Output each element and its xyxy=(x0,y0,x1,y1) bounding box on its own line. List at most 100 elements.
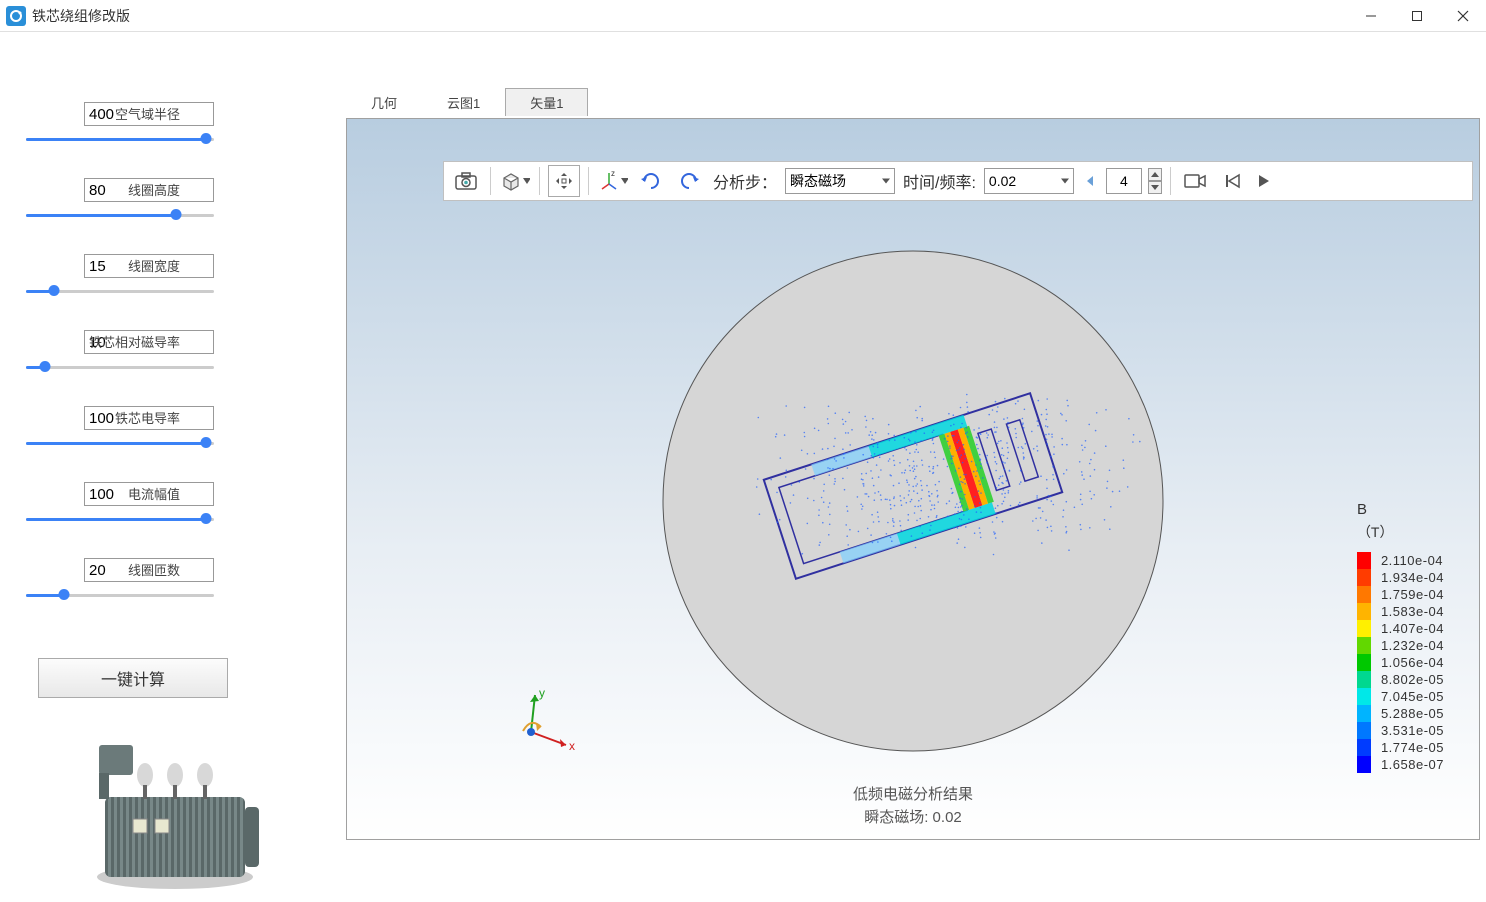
legend-row: 1.407e-04 xyxy=(1357,620,1444,637)
legend-value: 2.110e-04 xyxy=(1381,553,1443,568)
param-slider[interactable] xyxy=(26,284,214,300)
window-title: 铁芯绕组修改版 xyxy=(32,6,1348,26)
legend-row: 1.583e-04 xyxy=(1357,603,1444,620)
viewport[interactable]: z 分析步： 瞬态磁场 时间/频率: 0.02 4 xyxy=(346,118,1480,840)
param-list: 空气域半径线圈高度线圈宽度铁芯相对磁导率铁芯电导率电流幅值线圈匝数 xyxy=(10,42,320,604)
legend-row: 7.045e-05 xyxy=(1357,688,1444,705)
legend-swatch xyxy=(1357,739,1371,756)
main: 空气域半径线圈高度线圈宽度铁芯相对磁导率铁芯电导率电流幅值线圈匝数 一键计算 几… xyxy=(0,32,1486,846)
svg-text:y: y xyxy=(539,687,545,700)
tabs: 几何云图1矢量1 xyxy=(346,88,1486,116)
frame-value: 4 xyxy=(1120,173,1128,189)
legend-row: 8.802e-05 xyxy=(1357,671,1444,688)
skip-first-icon[interactable] xyxy=(1217,165,1249,197)
param-slider[interactable] xyxy=(26,588,214,604)
param-2: 线圈宽度 xyxy=(84,254,320,300)
legend-row: 2.110e-04 xyxy=(1357,552,1444,569)
legend-value: 1.934e-04 xyxy=(1381,570,1444,585)
legend-row: 5.288e-05 xyxy=(1357,705,1444,722)
caption: 低频电磁分析结果 瞬态磁场: 0.02 xyxy=(853,781,973,827)
spin-down-icon[interactable] xyxy=(1148,181,1162,194)
legend-swatch xyxy=(1357,603,1371,620)
legend-value: 8.802e-05 xyxy=(1381,672,1444,687)
legend-swatch xyxy=(1357,654,1371,671)
window-controls xyxy=(1348,0,1486,31)
camera-icon[interactable] xyxy=(450,165,482,197)
step-back-small-icon[interactable] xyxy=(1080,165,1100,197)
param-0: 空气域半径 xyxy=(84,102,320,148)
param-slider[interactable] xyxy=(26,436,214,452)
titlebar: 铁芯绕组修改版 xyxy=(0,0,1486,32)
cube-view-icon[interactable] xyxy=(499,165,531,197)
param-slider[interactable] xyxy=(26,208,214,224)
legend-row: 1.056e-04 xyxy=(1357,654,1444,671)
pan-icon[interactable] xyxy=(548,165,580,197)
param-label: 空气域半径 xyxy=(115,104,180,123)
legend-row: 1.232e-04 xyxy=(1357,637,1444,654)
param-3: 铁芯相对磁导率 xyxy=(84,330,320,376)
legend-swatch xyxy=(1357,671,1371,688)
param-label: 线圈匝数 xyxy=(128,560,180,579)
analysis-step-select[interactable]: 瞬态磁场 xyxy=(785,168,895,194)
record-icon[interactable] xyxy=(1179,165,1211,197)
axis-triad: x y xyxy=(511,687,581,757)
caption-line2: 瞬态磁场: 0.02 xyxy=(853,806,973,827)
legend-unit: （T） xyxy=(1357,522,1444,542)
legend-row: 3.531e-05 xyxy=(1357,722,1444,739)
frame-spinner-buttons[interactable] xyxy=(1148,168,1162,194)
legend-swatch xyxy=(1357,586,1371,603)
rotate-ccw-icon[interactable] xyxy=(673,165,705,197)
spin-up-icon[interactable] xyxy=(1148,168,1162,181)
legend-row: 1.934e-04 xyxy=(1357,569,1444,586)
time-freq-label: 时间/频率: xyxy=(901,169,978,193)
axis-z-icon[interactable]: z xyxy=(597,165,629,197)
close-button[interactable] xyxy=(1440,0,1486,31)
param-5: 电流幅值 xyxy=(84,482,320,528)
param-label: 电流幅值 xyxy=(128,484,180,503)
legend-swatch xyxy=(1357,552,1371,569)
skip-last-icon[interactable] xyxy=(1255,165,1273,197)
time-freq-select[interactable]: 0.02 xyxy=(984,168,1074,194)
svg-text:x: x xyxy=(569,739,575,753)
tab-2[interactable]: 矢量1 xyxy=(505,88,588,116)
left-panel: 空气域半径线圈高度线圈宽度铁芯相对磁导率铁芯电导率电流幅值线圈匝数 一键计算 xyxy=(0,32,340,846)
param-label: 线圈高度 xyxy=(128,180,180,199)
legend-row: 1.774e-05 xyxy=(1357,739,1444,756)
frame-spinner[interactable]: 4 xyxy=(1106,168,1142,194)
param-label: 铁芯相对磁导率 xyxy=(89,332,180,351)
legend-swatch xyxy=(1357,705,1371,722)
legend: B （T） 2.110e-04 1.934e-04 1.759e-04 1.583e-… xyxy=(1357,501,1444,773)
legend-value: 1.232e-04 xyxy=(1381,638,1444,653)
param-label: 线圈宽度 xyxy=(128,256,180,275)
right-panel: 几何云图1矢量1 z 分析步： 瞬态磁场 时间/频率: 0.02 4 xyxy=(340,32,1486,846)
legend-swatch xyxy=(1357,637,1371,654)
param-slider[interactable] xyxy=(26,360,214,376)
legend-value: 1.774e-05 xyxy=(1381,740,1444,755)
legend-value: 5.288e-05 xyxy=(1381,706,1444,721)
legend-value: 1.056e-04 xyxy=(1381,655,1444,670)
param-slider[interactable] xyxy=(26,512,214,528)
legend-value: 1.407e-04 xyxy=(1381,621,1444,636)
param-slider[interactable] xyxy=(26,132,214,148)
viewport-toolbar: z 分析步： 瞬态磁场 时间/频率: 0.02 4 xyxy=(443,161,1473,201)
rotate-cw-icon[interactable] xyxy=(635,165,667,197)
maximize-button[interactable] xyxy=(1394,0,1440,31)
legend-swatch xyxy=(1357,620,1371,637)
tab-0[interactable]: 几何 xyxy=(346,88,422,116)
legend-swatch xyxy=(1357,756,1371,773)
legend-value: 7.045e-05 xyxy=(1381,689,1444,704)
minimize-button[interactable] xyxy=(1348,0,1394,31)
legend-value: 1.583e-04 xyxy=(1381,604,1444,619)
legend-row: 1.658e-07 xyxy=(1357,756,1444,773)
param-label: 铁芯电导率 xyxy=(115,408,180,427)
param-4: 铁芯电导率 xyxy=(84,406,320,452)
tab-1[interactable]: 云图1 xyxy=(422,88,505,116)
legend-title: B xyxy=(1357,501,1444,518)
legend-value: 1.759e-04 xyxy=(1381,587,1444,602)
analysis-step-label: 分析步： xyxy=(711,169,779,193)
calculate-button[interactable]: 一键计算 xyxy=(38,658,228,698)
app-icon xyxy=(6,6,26,26)
legend-swatch xyxy=(1357,722,1371,739)
legend-row: 1.759e-04 xyxy=(1357,586,1444,603)
legend-value: 3.531e-05 xyxy=(1381,723,1444,738)
